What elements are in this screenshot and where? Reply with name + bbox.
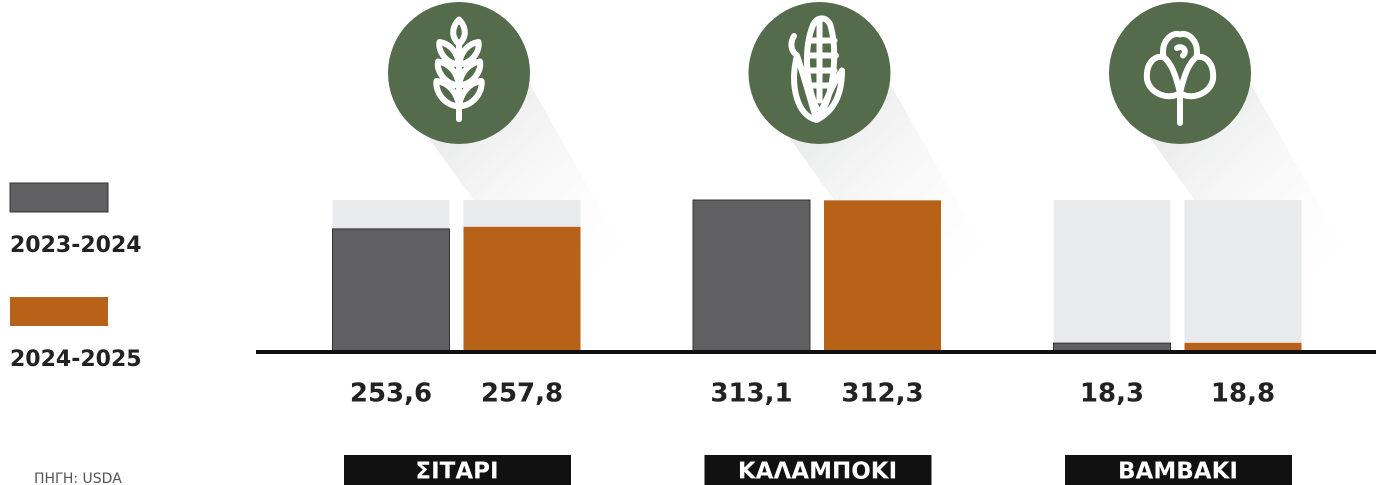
legend-swatch <box>9 182 109 213</box>
icon <box>1143 30 1217 126</box>
bar <box>824 200 941 352</box>
category-box <box>1065 455 1292 485</box>
category-label: ΚΑΛΑΜΠΟΚΙ <box>738 459 897 485</box>
source: ΠΗΓΗ: USDA <box>34 471 122 485</box>
value-label: 18,3 <box>1080 379 1144 409</box>
bar <box>463 226 581 352</box>
icon-circle <box>1109 2 1251 144</box>
legend-label: 2024-2025 <box>10 347 142 372</box>
value-label: 313,1 <box>710 379 792 409</box>
value-label: 257,8 <box>481 379 563 409</box>
category-box <box>344 455 571 485</box>
icon <box>433 16 485 123</box>
bar-background <box>1184 200 1302 352</box>
bar <box>332 228 450 353</box>
bar <box>692 199 811 353</box>
bar-background <box>1053 200 1171 352</box>
value-label: 312,3 <box>841 379 923 409</box>
category-label: ΒΑΜΒΑΚΙ <box>1118 459 1238 485</box>
value-label: 18,8 <box>1211 379 1275 409</box>
legend-swatch <box>10 297 108 326</box>
legend-label: 2023-2024 <box>10 233 142 258</box>
category-box <box>704 455 932 485</box>
icon <box>788 15 845 123</box>
value-label: 253,6 <box>350 379 432 409</box>
bar <box>1184 342 1302 352</box>
category-label: ΣΙΤΑΡΙ <box>415 459 498 485</box>
